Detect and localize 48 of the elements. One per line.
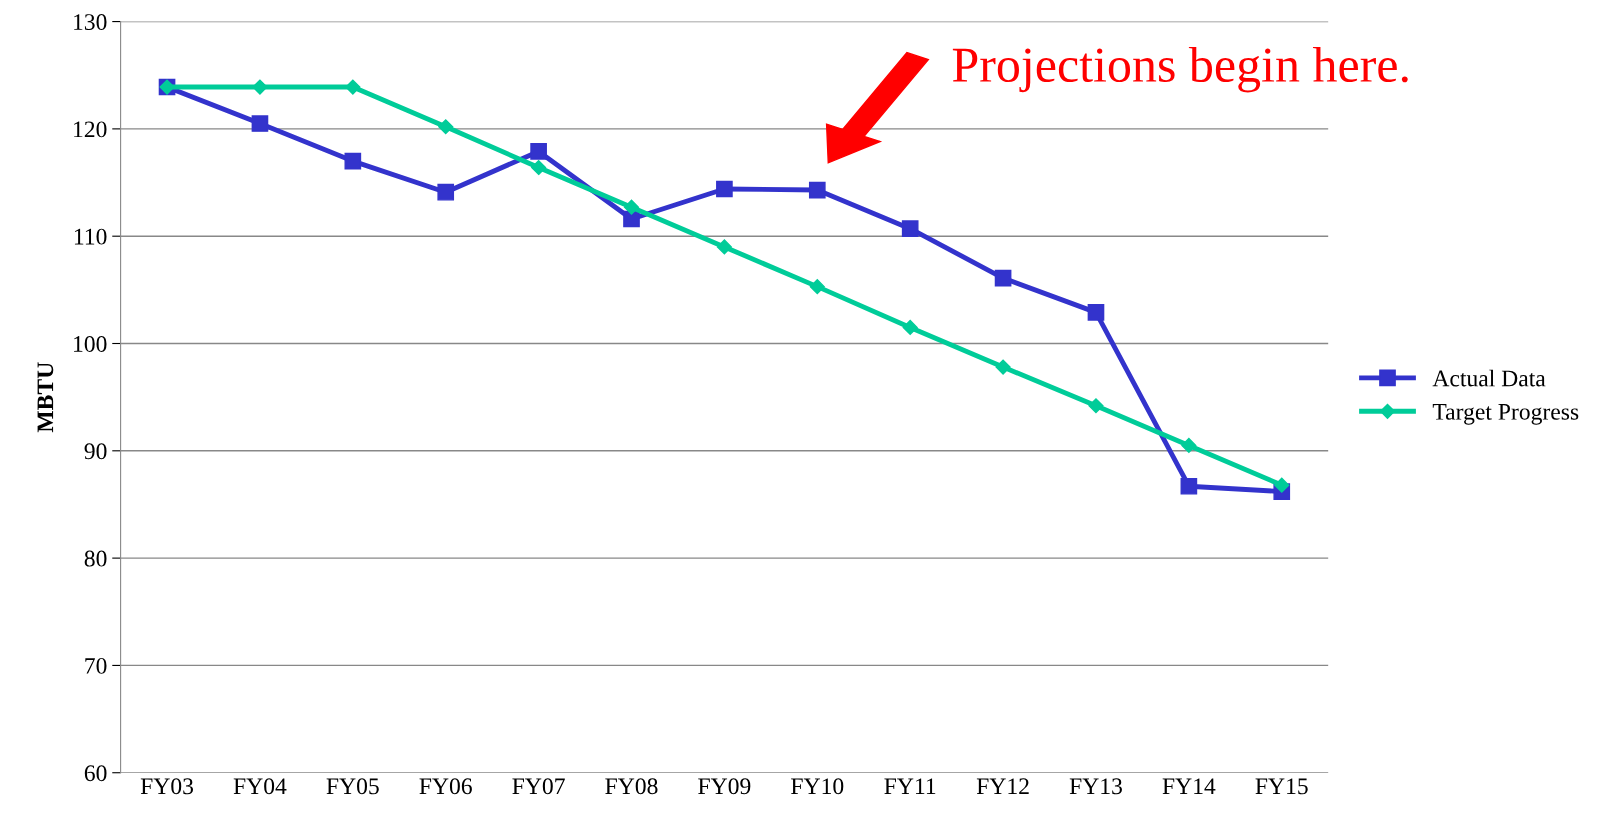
point bbox=[345, 79, 361, 95]
point bbox=[716, 239, 732, 255]
point bbox=[1181, 437, 1197, 454]
x-tick-label: FY11 bbox=[884, 778, 936, 794]
x-tick-label: FY05 bbox=[326, 778, 379, 795]
y-tick-label: 60 bbox=[84, 765, 107, 782]
point bbox=[809, 279, 825, 295]
x-tick-label: FY08 bbox=[605, 778, 658, 795]
point bbox=[251, 115, 269, 132]
point bbox=[623, 199, 640, 215]
point bbox=[437, 183, 455, 201]
y-tick-label: 90 bbox=[84, 443, 107, 460]
point bbox=[902, 319, 918, 335]
point bbox=[531, 159, 547, 176]
x-tick-label: FY13 bbox=[1069, 778, 1122, 795]
point bbox=[901, 220, 919, 238]
x-tick-label: FY04 bbox=[233, 778, 287, 795]
point bbox=[252, 79, 268, 95]
annotation: Projections begin here. bbox=[952, 46, 1408, 93]
point bbox=[1274, 477, 1290, 493]
legend-label: Target Progress bbox=[1432, 404, 1579, 425]
y-tick-label: 110 bbox=[74, 228, 107, 245]
y-tick-label: 130 bbox=[74, 14, 107, 30]
x-tick-label: FY09 bbox=[698, 778, 751, 795]
point bbox=[1087, 304, 1105, 321]
y-tick-label: 100 bbox=[74, 335, 107, 352]
point bbox=[623, 210, 640, 228]
legend-label: Actual Data bbox=[1432, 369, 1546, 387]
point bbox=[994, 269, 1012, 287]
x-tick-label: FY03 bbox=[140, 778, 194, 795]
y-tick-label: 80 bbox=[84, 550, 107, 567]
point bbox=[438, 119, 454, 135]
point bbox=[716, 180, 733, 198]
point bbox=[1180, 477, 1198, 495]
point bbox=[344, 152, 362, 170]
x-tick-label: FY12 bbox=[976, 778, 1029, 794]
point bbox=[808, 181, 826, 199]
x-tick-label: FY06 bbox=[419, 778, 472, 795]
point bbox=[1088, 398, 1104, 414]
point bbox=[995, 359, 1011, 375]
x-tick-label: FY14 bbox=[1162, 778, 1216, 794]
y-tick-label: 70 bbox=[85, 657, 107, 674]
x-tick-label: FY10 bbox=[791, 778, 844, 795]
y-tick-label: 120 bbox=[74, 121, 107, 138]
x-tick-label: FY07 bbox=[512, 778, 565, 795]
point bbox=[530, 143, 547, 160]
x-tick-label: FY15 bbox=[1255, 778, 1308, 795]
y-axis-title: MBTU bbox=[37, 362, 54, 433]
